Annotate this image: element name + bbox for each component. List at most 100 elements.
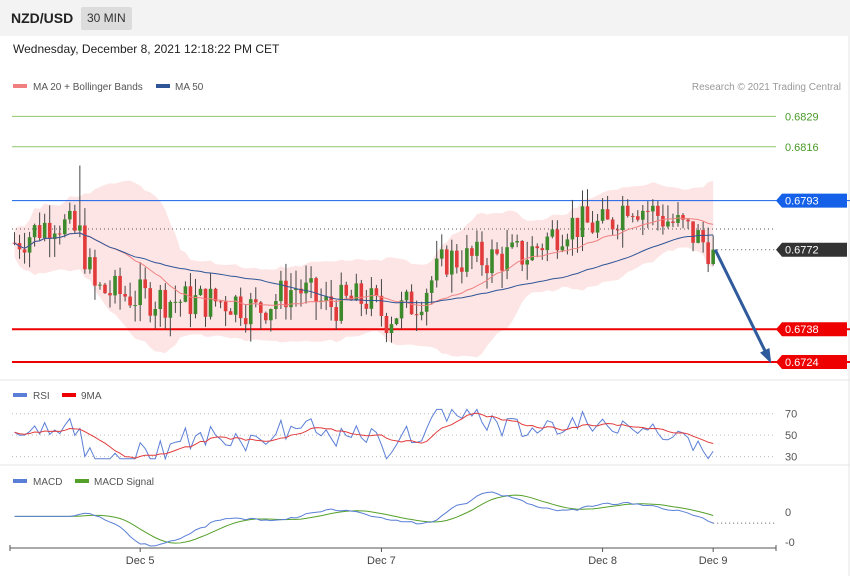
candle-body [228,311,233,315]
symbol-title: NZD/USD [11,10,74,26]
price-label-target: 0.6829 [785,111,819,123]
candle-body [52,233,57,240]
candle-body [555,229,560,251]
candle-body [128,296,132,306]
candle-body [193,295,198,315]
candle-body [711,249,715,265]
candle-body [253,299,258,303]
candle-body [93,257,97,286]
price-tag-resistance [776,193,847,208]
rsi-legend-swatch [13,393,27,397]
candle-body [525,260,529,265]
rsi-tick-label: 70 [785,409,797,421]
candle-body [188,286,193,315]
candle-body [148,288,153,316]
candle-body [344,284,349,296]
candle-body [575,217,580,238]
candle-body [610,219,615,230]
candle-body [364,303,369,309]
candle-body [369,288,374,309]
candle-body [22,249,27,253]
rsi-line [14,408,714,461]
candle-body [264,312,268,321]
candle-body [550,229,555,237]
candle-body [535,246,540,249]
candle-body [414,314,419,316]
price-tag-label-current: 0.6772 [785,245,819,257]
timeframe-button[interactable]: 30 MIN [81,7,132,30]
candle-body [324,296,328,301]
candle-body [505,247,509,271]
candle-body [213,288,218,302]
x-tick-label: Dec 9 [699,555,728,567]
price-tag-current [776,242,847,257]
candle-body [570,217,575,240]
price-tag-support [776,322,847,337]
candle-body [304,282,308,294]
candle-body [57,233,62,235]
candle-body [108,293,112,296]
candle-body [334,307,338,321]
candle-body [465,248,469,272]
candle-body [233,296,238,315]
candle-body [615,229,620,231]
candle-body [545,236,550,251]
candle-body [389,324,394,334]
candle-body [666,221,670,227]
candle-body [349,295,354,301]
candle-body [691,221,695,243]
candle-body [299,288,303,294]
candle-body [47,222,52,240]
candle-body [339,284,344,321]
rsi-ma-line [14,412,714,459]
macd-line [14,491,714,547]
candle-body [259,302,263,313]
candle-body [208,288,213,317]
candle-body [429,280,434,293]
price-tag-label-support: 0.6724 [785,357,819,369]
datetime-label: Wednesday, December 8, 2021 12:18:22 PM … [13,42,280,56]
candle-body [560,246,565,251]
candle-body [133,305,137,307]
candle-body [515,241,519,243]
macd-signal-line [14,494,714,544]
candle-body [460,267,464,272]
candle-body [42,222,47,238]
candle-body [113,275,117,296]
candle-body [289,290,293,308]
candle-body [671,221,675,223]
candle-body [384,315,389,334]
forecast-arrow-line [713,249,771,361]
price-tag-support [776,354,847,369]
candle-body [485,265,489,274]
candle-body [78,225,82,231]
candle-body [143,279,147,289]
candle-body [580,206,585,238]
rsi-ma-legend-swatch [62,393,76,397]
candle-body [359,283,364,304]
candle-body [450,250,454,275]
candle-body [279,280,283,302]
candle-body [434,258,439,281]
rsi-panel: 70 50 30 [12,408,797,464]
candle-body [696,230,700,243]
candle-body [62,219,67,235]
candle-body [98,284,102,286]
ma50-legend-swatch [156,84,170,88]
candle-body [238,296,243,319]
candle-body [294,288,298,291]
candle-body [565,239,570,247]
moving-averages [14,217,714,306]
price-label-target: 0.6816 [785,142,819,154]
x-tick-label: Dec 7 [367,555,396,567]
candle-body [701,230,705,243]
price-levels [12,115,850,363]
price-tag-label-resistance: 0.6793 [785,196,819,208]
candle-body [600,209,605,221]
candle-body [661,215,665,227]
candle-body [686,219,690,222]
candle-body [163,289,168,318]
candle-body [83,225,87,270]
candle-body [510,242,514,248]
